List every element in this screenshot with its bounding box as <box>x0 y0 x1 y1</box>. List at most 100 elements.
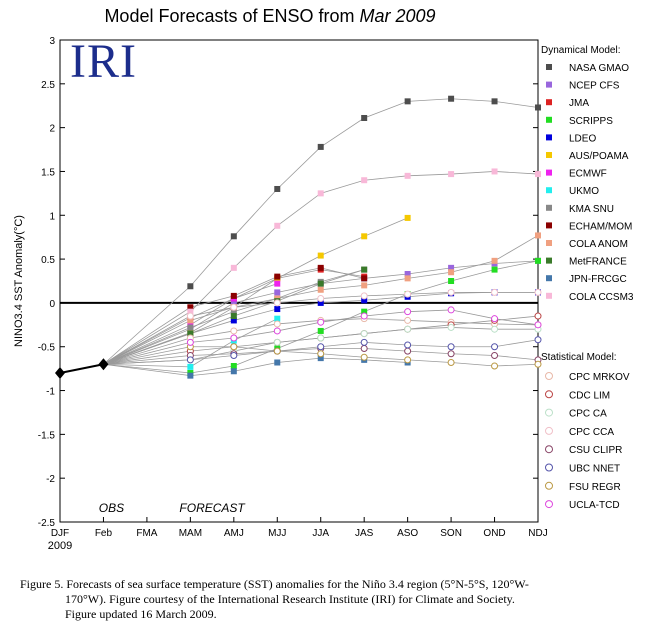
point-ubc-nnet <box>404 341 412 349</box>
point-cola-anom <box>361 282 368 289</box>
point-jpn-frcgc <box>187 372 194 379</box>
legend-marker-ncep-cfs <box>546 81 552 88</box>
legend-label-csu-clipr: CSU CLIPR <box>569 445 622 456</box>
chart-title: Model Forecasts of ENSO from Mar 2009 <box>0 6 540 27</box>
point-scripps <box>230 363 237 370</box>
axes <box>59 39 539 523</box>
point-nasa-gmao <box>274 185 281 192</box>
series-line-fsu-regr <box>103 346 539 367</box>
point-cpc-ca <box>447 323 455 331</box>
legend-label-cola-ccsm3: COLA CCSM3 <box>569 292 634 303</box>
point-fsu-regr <box>273 347 281 355</box>
legend-marker-cdc-lim <box>545 390 553 399</box>
observed-point <box>98 358 109 371</box>
point-echam-mom <box>187 304 194 311</box>
legend-marker-echam-mom <box>546 222 552 229</box>
legend-label-jma: JMA <box>569 98 589 109</box>
point-cola-anom <box>187 317 194 324</box>
series-line-ubc-nnet <box>103 339 539 365</box>
legend-label-ecmwf: ECMWF <box>569 169 607 180</box>
legend-marker-ecmwf <box>546 169 552 176</box>
point-csu-clipr <box>491 351 499 359</box>
point-cola-anom <box>404 275 411 282</box>
series-lines <box>103 98 539 377</box>
point-ldeo <box>230 317 237 324</box>
series-line-echam-mom <box>103 267 365 365</box>
y-axis-label: NINO3.4 SST Anomaly(°C) <box>13 215 25 347</box>
point-cpc-mrkov <box>230 327 238 335</box>
point-nasa-gmao <box>361 114 368 121</box>
legend-marker-jma <box>546 99 552 106</box>
legend-label-ldeo: LDEO <box>569 133 596 144</box>
legend-label-cdc-lim: CDC LIM <box>569 390 610 401</box>
series-line-ucla-tcd <box>103 309 539 365</box>
point-scripps <box>535 257 541 264</box>
series-line-nasa-gmao <box>103 98 539 365</box>
point-ncep-cfs <box>404 270 411 277</box>
point-cpc-mrkov <box>273 320 281 328</box>
x-tick-label: SON <box>440 528 462 539</box>
x-tick-label: Feb <box>95 528 113 539</box>
point-ecmwf <box>274 280 281 287</box>
point-cola-ccsm3 <box>230 264 237 271</box>
enso-forecast-chart: -2.5 -2 -1.5 -1 -0.5 0 0.5 1 1.5 2 2.5 3 DJF Feb FMA MA… <box>13 36 634 552</box>
legend-statistical-title: Statistical Model: <box>541 352 617 363</box>
series-line-ldeo <box>103 291 538 365</box>
legend-label-cpc-cca: CPC CCA <box>569 427 614 438</box>
series-line-cpc-cca <box>103 291 538 365</box>
point-cdc-lim <box>534 312 542 320</box>
point-cpc-cca <box>404 290 412 298</box>
point-cola-ccsm3 <box>274 222 281 229</box>
point-fsu-regr <box>360 353 368 361</box>
point-echam-mom <box>230 292 237 299</box>
point-echam-mom <box>317 264 324 271</box>
point-metfrance <box>187 330 194 337</box>
point-scripps <box>361 308 368 315</box>
legend-marker-cpc-cca <box>545 426 553 435</box>
point-aus-poama <box>317 252 324 259</box>
point-cpc-cca <box>186 312 194 320</box>
series-line-ncep-cfs <box>103 260 539 365</box>
point-ncep-cfs <box>274 289 281 296</box>
point-cpc-ca <box>404 325 412 333</box>
obs-label: OBS <box>99 501 124 515</box>
y-tick-label: 2 <box>49 124 55 135</box>
plot-frame <box>59 39 539 523</box>
point-cpc-cca <box>273 299 281 307</box>
legend-label-metfrance: MetFRANCE <box>569 257 627 268</box>
point-cpc-cca <box>360 292 368 300</box>
y-tick-label: 1.5 <box>41 167 55 178</box>
point-csu-clipr <box>447 350 455 358</box>
observed-point <box>55 367 65 380</box>
legend: Dynamical Model: NASA GMAO NCEP CFS JMA SCRI… <box>541 45 634 511</box>
point-fsu-regr <box>317 350 325 358</box>
point-cpc-cca <box>491 288 499 296</box>
point-cola-ccsm3 <box>361 177 368 184</box>
legend-marker-ucla-tcd <box>545 500 553 509</box>
series-line-scripps <box>103 260 539 374</box>
point-ucla-tcd <box>273 327 281 335</box>
legend-marker-csu-clipr <box>545 445 553 454</box>
x-tick-label: MAM <box>179 528 202 539</box>
point-ukmo <box>187 363 194 370</box>
series-markers <box>55 95 542 380</box>
point-ukmo <box>274 315 281 322</box>
point-metfrance <box>361 266 368 273</box>
point-ucla-tcd <box>404 308 412 316</box>
point-ubc-nnet <box>447 343 455 351</box>
point-scripps <box>491 266 498 273</box>
point-ucla-tcd <box>534 321 542 329</box>
point-csu-clipr <box>360 344 368 352</box>
point-fsu-regr <box>404 356 412 364</box>
point-scripps <box>448 278 455 284</box>
y-tick-label: 2.5 <box>41 80 55 91</box>
point-nasa-gmao <box>230 233 237 240</box>
point-cpc-cca <box>447 288 455 296</box>
legend-marker-metfrance <box>546 257 552 264</box>
iri-logo: IRI <box>70 35 137 88</box>
y-tick-label: -1.5 <box>38 430 56 441</box>
point-ucla-tcd <box>230 334 238 342</box>
point-ldeo <box>317 299 324 306</box>
point-jpn-frcgc <box>317 355 324 362</box>
legend-marker-cola-ccsm3 <box>546 292 552 299</box>
